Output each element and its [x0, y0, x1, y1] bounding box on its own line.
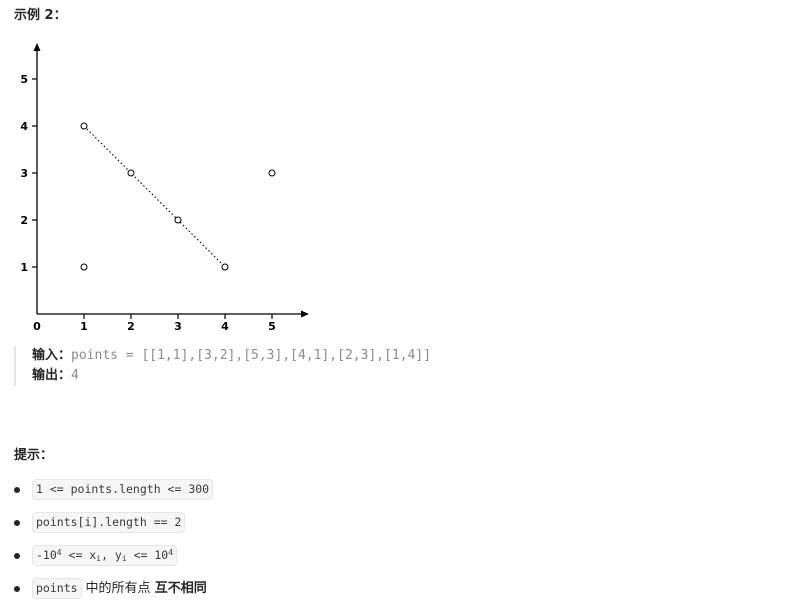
data-point: [221, 263, 229, 271]
example-block: 输入：points = [[1,1],[3,2],[5,3],[4,1],[2,…: [14, 346, 431, 386]
x-tick-label: 1: [80, 320, 88, 333]
output-label: 输出：: [32, 368, 72, 383]
constraint-item: points 中的所有点 互不相同: [14, 577, 213, 610]
code-sup: 4: [168, 548, 174, 557]
bullet-icon: [14, 553, 20, 559]
constraints-list: 1 <= points.length <= 300 points[i].leng…: [14, 478, 214, 610]
data-point: [80, 122, 88, 130]
y-tick-label: 3: [20, 167, 28, 180]
bullet-icon: [14, 487, 20, 493]
code-sup: 4: [56, 548, 62, 557]
x-tick-label: 4: [221, 320, 229, 333]
y-tick-label: 2: [20, 214, 28, 227]
bullet-icon: [14, 586, 20, 592]
bullet-icon: [14, 520, 20, 526]
x-tick-label: 0: [33, 320, 41, 333]
hints-title: 提示：: [14, 448, 54, 463]
code-part: <= 10: [126, 548, 169, 562]
output-line: 输出：4: [32, 366, 431, 386]
code-sub: i: [96, 554, 102, 563]
constraint-code: -104 <= xi, yi <= 104: [32, 545, 178, 566]
x-tick-label: 3: [174, 320, 182, 333]
y-tick-label: 4: [20, 120, 28, 133]
example-title: 示例 2：: [14, 8, 67, 23]
x-tick-label: 5: [268, 320, 276, 333]
code-part: , y: [101, 548, 122, 562]
constraint-code: points: [32, 578, 82, 599]
x-axis-arrow-icon: [301, 310, 309, 318]
code-part: -10: [36, 548, 57, 562]
input-label: 输入：: [32, 348, 72, 363]
input-line: 输入：points = [[1,1],[3,2],[5,3],[4,1],[2,…: [32, 346, 431, 366]
data-point: [80, 263, 88, 271]
constraint-text-plain: 中的所有点: [85, 581, 151, 596]
y-axis-arrow-icon: [33, 43, 41, 51]
y-tick-label: 1: [20, 261, 28, 274]
input-value: points = [[1,1],[3,2],[5,3],[4,1],[2,3],…: [71, 348, 432, 363]
constraint-text-strong: 互不相同: [154, 581, 207, 596]
output-value: 4: [71, 368, 79, 383]
data-point: [268, 169, 276, 177]
collinear-line: [83, 125, 226, 268]
constraint-code: 1 <= points.length <= 300: [32, 479, 214, 500]
x-tick-label: 2: [127, 320, 135, 333]
data-point: [127, 169, 135, 177]
constraint-item: -104 <= xi, yi <= 104: [14, 544, 213, 577]
data-point: [174, 216, 182, 224]
constraint-item: 1 <= points.length <= 300: [14, 478, 214, 511]
code-part: <= x: [61, 548, 97, 562]
constraint-item: points[i].length == 2: [14, 511, 213, 544]
code-sub: i: [121, 554, 127, 563]
scatter-plot: 0 1 2 3 4 5 1 2 3 4 5: [20, 43, 309, 333]
constraint-code: points[i].length == 2: [32, 512, 186, 533]
constraint-text: 中的所有点 互不相同: [86, 581, 207, 596]
y-tick-label: 5: [20, 73, 28, 86]
